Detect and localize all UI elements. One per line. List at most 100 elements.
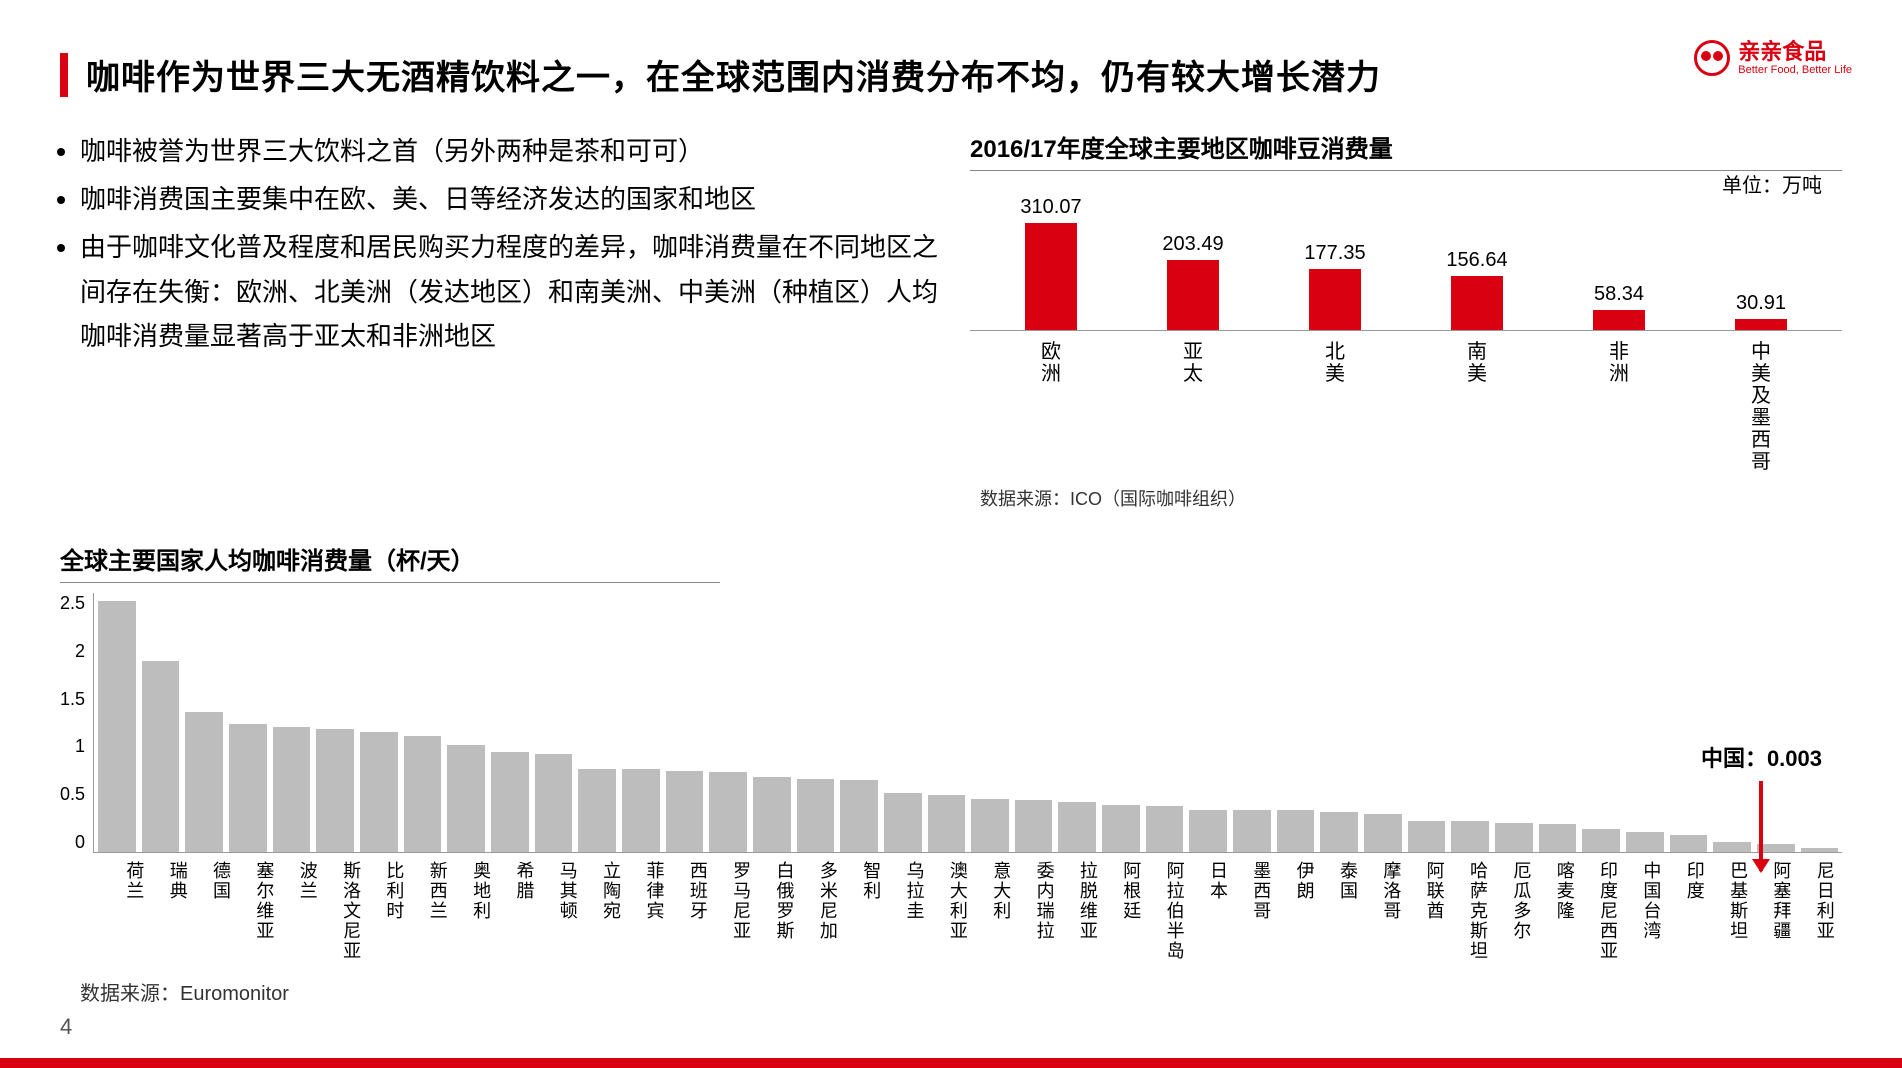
country-bar-label: 阿塞拜疆 <box>1757 861 1794 961</box>
region-bar-label: 亚太 <box>1148 341 1238 473</box>
region-bar-value: 58.34 <box>1594 283 1644 306</box>
country-bar <box>1058 802 1096 852</box>
region-bar-item: 203.49 <box>1148 233 1238 330</box>
y-tick-label: 2 <box>75 641 85 662</box>
country-bar <box>1277 810 1315 852</box>
country-bar <box>1015 800 1053 852</box>
country-bar <box>1189 810 1227 852</box>
slide-title-row: 咖啡作为世界三大无酒精饮料之一，在全球范围内消费分布不均，仍有较大增长潜力 <box>60 50 1842 99</box>
country-bar <box>797 779 835 852</box>
region-bar-label: 中美及墨西哥 <box>1716 341 1806 473</box>
bullet-item: 咖啡消费国主要集中在欧、美、日等经济发达的国家和地区 <box>80 177 940 221</box>
country-bar <box>360 732 398 852</box>
country-bar-label: 新西兰 <box>413 861 450 961</box>
region-bar-label: 北美 <box>1290 341 1380 473</box>
country-bar-label: 摩洛哥 <box>1367 861 1404 961</box>
country-bar <box>273 727 311 852</box>
region-bar-item: 58.34 <box>1574 283 1664 330</box>
country-chart-y-axis: 2.5 2 1.5 1 0.5 0 <box>60 593 93 853</box>
country-bar <box>1320 812 1358 852</box>
region-bar-item: 156.64 <box>1432 249 1522 330</box>
country-bar-label: 哈萨克斯坦 <box>1454 861 1491 961</box>
country-bar <box>1233 810 1271 852</box>
china-callout-label: 中国：0.003 <box>1701 741 1822 773</box>
region-bar <box>1593 310 1645 330</box>
country-bar <box>1626 832 1664 852</box>
country-bar-label: 西班牙 <box>673 861 710 961</box>
country-bar <box>709 772 747 852</box>
country-bar-chart <box>93 593 1842 853</box>
slide-title: 咖啡作为世界三大无酒精饮料之一，在全球范围内消费分布不均，仍有较大增长潜力 <box>86 50 1381 99</box>
country-bar <box>971 799 1009 852</box>
country-bar <box>753 777 791 852</box>
logo-cn: 亲亲食品 <box>1738 40 1852 64</box>
country-bar-label: 立陶宛 <box>587 861 624 961</box>
y-tick-label: 0.5 <box>60 784 85 805</box>
country-bar-label: 菲律宾 <box>630 861 667 961</box>
title-accent-bar <box>60 53 68 97</box>
country-bar <box>229 724 267 852</box>
country-chart-source: 数据来源：Euromonitor <box>80 977 1842 1006</box>
brand-logo: 亲亲食品 Better Food, Better Life <box>1694 40 1852 76</box>
region-bar-label: 非洲 <box>1574 341 1664 473</box>
y-tick-label: 2.5 <box>60 593 85 614</box>
country-bar <box>622 769 660 852</box>
country-bar <box>404 736 442 852</box>
region-bar <box>1309 269 1361 330</box>
region-bar-item: 30.91 <box>1716 292 1806 330</box>
country-bar-label: 委内瑞拉 <box>1020 861 1057 961</box>
region-bar-value: 177.35 <box>1304 242 1365 265</box>
country-bar <box>928 795 966 852</box>
china-callout: 中国：0.003 <box>1701 741 1822 871</box>
country-bar-label: 白俄罗斯 <box>760 861 797 961</box>
country-bar-label: 厄瓜多尔 <box>1497 861 1534 961</box>
country-bar <box>1451 821 1489 852</box>
y-tick-label: 0 <box>75 832 85 853</box>
country-bar-label: 多米尼加 <box>804 861 841 961</box>
country-bar-label: 斯洛文尼亚 <box>327 861 364 961</box>
region-bar-value: 203.49 <box>1162 233 1223 256</box>
country-bar-label: 巴基斯坦 <box>1714 861 1751 961</box>
footer-accent-bar <box>0 1058 1902 1068</box>
bullet-list: 咖啡被誉为世界三大饮料之首（另外两种是茶和可可）咖啡消费国主要集中在欧、美、日等… <box>60 129 940 358</box>
country-bar-label: 印度 <box>1670 861 1707 961</box>
region-bar <box>1025 223 1077 330</box>
country-bar <box>185 712 223 852</box>
country-bar <box>578 769 616 852</box>
country-bar <box>1408 821 1446 852</box>
y-tick-label: 1 <box>75 736 85 757</box>
y-tick-label: 1.5 <box>60 689 85 710</box>
country-bar <box>1582 829 1620 852</box>
country-bar <box>884 793 922 852</box>
region-chart-unit: 单位：万吨 <box>1722 169 1822 198</box>
country-bar-label: 墨西哥 <box>1237 861 1274 961</box>
region-bar-item: 310.07 <box>1006 196 1096 330</box>
country-bar-label: 希腊 <box>500 861 537 961</box>
country-bar <box>142 661 180 852</box>
country-bar <box>666 771 704 852</box>
arrow-down-icon <box>1759 781 1763 871</box>
page-number: 4 <box>60 1014 72 1040</box>
country-bar <box>491 752 529 852</box>
country-bar-label: 比利时 <box>370 861 407 961</box>
country-bar-label: 乌拉圭 <box>890 861 927 961</box>
country-chart-title: 全球主要国家人均咖啡消费量（杯/天） <box>60 541 720 583</box>
country-chart-x-labels: 荷兰瑞典德国塞尔维亚波兰斯洛文尼亚比利时新西兰奥地利希腊马其顿立陶宛菲律宾西班牙… <box>106 853 1842 961</box>
country-bar <box>1495 823 1533 852</box>
country-bar <box>1364 814 1402 852</box>
country-bar <box>535 754 573 852</box>
country-bar-label: 泰国 <box>1324 861 1361 961</box>
country-bar-label: 拉脱维亚 <box>1064 861 1101 961</box>
country-bar-label: 印度尼西亚 <box>1584 861 1621 961</box>
region-chart-title: 2016/17年度全球主要地区咖啡豆消费量 <box>970 129 1842 171</box>
country-bar <box>1102 805 1140 852</box>
country-bar-label: 塞尔维亚 <box>240 861 277 961</box>
country-bar <box>447 745 485 852</box>
country-bar-label: 罗马尼亚 <box>717 861 754 961</box>
region-chart-source: 数据来源：ICO（国际咖啡组织） <box>980 485 1842 511</box>
region-bar-label: 南美 <box>1432 341 1522 473</box>
country-bar-label: 德国 <box>197 861 234 961</box>
bullet-item: 由于咖啡文化普及程度和居民购买力程度的差异，咖啡消费量在不同地区之间存在失衡：欧… <box>80 225 940 358</box>
region-bar-item: 177.35 <box>1290 242 1380 330</box>
country-bar-label: 马其顿 <box>543 861 580 961</box>
